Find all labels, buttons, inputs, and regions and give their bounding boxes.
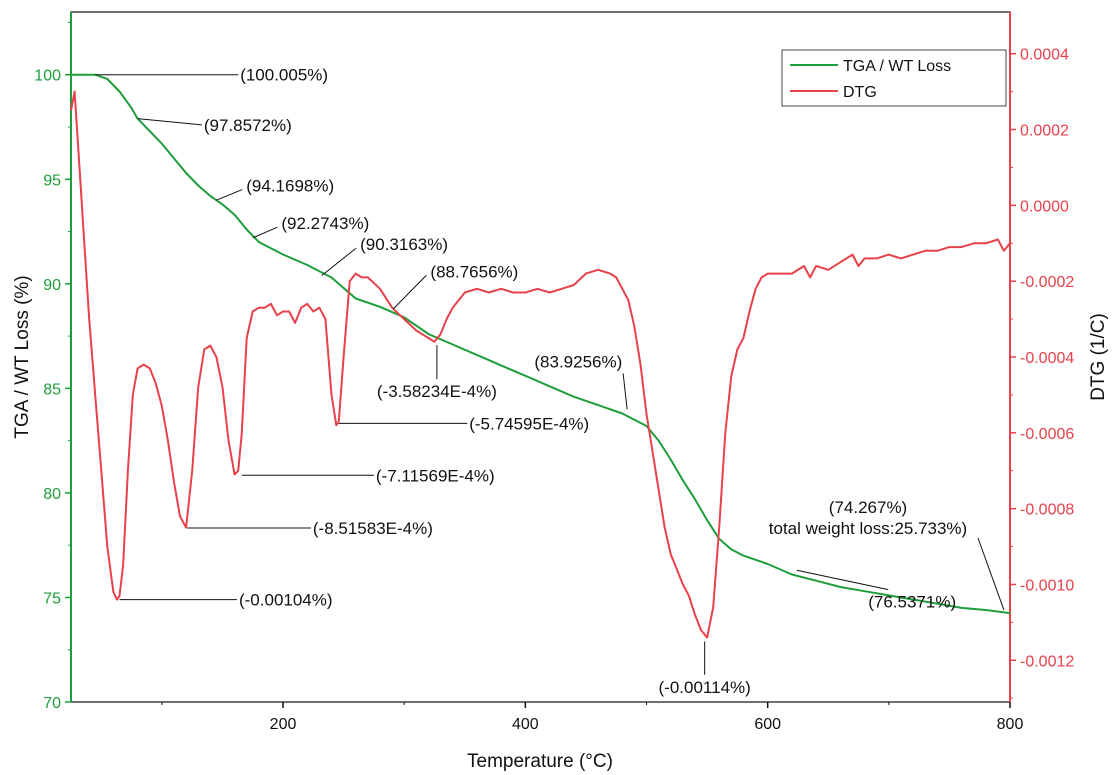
legend-box: [781, 49, 1007, 107]
annotation-label: (92.2743%): [281, 214, 369, 233]
left-tick-label: 75: [43, 590, 61, 607]
annotation-leader: [137, 118, 202, 126]
right-tick-label: -0.0008: [1020, 502, 1074, 519]
legend-label-dtg: DTG: [843, 84, 877, 101]
left-axis-title: TGA / WT Loss (%): [12, 275, 33, 438]
annotation-leader: [321, 247, 357, 276]
annotation-label: (-7.11569E-4%): [376, 466, 495, 485]
left-tick-label: 80: [43, 486, 61, 503]
right-tick-label: -0.0004: [1020, 350, 1074, 367]
x-axis-title: Temperature (°C): [467, 751, 613, 772]
annotation-leader: [252, 226, 278, 239]
right-tick-label: 0.0004: [1020, 47, 1069, 64]
right-axis-ticks: 0.0004 0.0002 0.0000 -0.0002 -0.0004 -0.0006 -…: [1010, 47, 1074, 699]
tga-series-line: [71, 73, 1011, 615]
left-tick-label: 95: [43, 172, 61, 189]
note-line-2: total weight loss:25.733%): [769, 519, 967, 538]
left-axis-ticks: 70 75 80 85 90 95 100: [34, 21, 71, 712]
note-line-1: (74.267%): [829, 498, 907, 517]
left-tick-label: 85: [43, 381, 61, 398]
left-tick-label: 100: [34, 68, 61, 85]
dtg-series-line: [70, 90, 1011, 639]
annotation-label: (-5.74595E-4%): [469, 414, 589, 433]
left-tick-label: 70: [43, 695, 61, 712]
x-tick-label: 400: [512, 716, 539, 733]
x-tick-label: 800: [997, 716, 1024, 733]
annotation-leader: [216, 189, 243, 201]
x-tick-label: 200: [270, 716, 297, 733]
right-tick-label: -0.0010: [1020, 577, 1074, 594]
x-tick-label: 600: [754, 716, 781, 733]
annotation-label: (76.5371%): [868, 593, 956, 612]
annotation-label: (97.8572%): [204, 116, 292, 135]
series-layer: [70, 73, 1011, 639]
annotation-label: (-8.51583E-4%): [313, 519, 433, 538]
right-tick-label: 0.0000: [1020, 198, 1069, 215]
annotation-label: (90.3163%): [360, 235, 448, 254]
annotation-label: (83.9256%): [534, 352, 622, 371]
annotation-leader: [796, 569, 889, 591]
annotation-leader: [622, 373, 628, 410]
x-axis-ticks: 200 400 600 800: [161, 702, 1024, 733]
annotation-label: (100.005%): [240, 66, 328, 85]
legend: TGA / WT Loss DTG: [781, 49, 1007, 107]
note-leader-line: [977, 537, 1005, 611]
annotation-label: (-0.00104%): [239, 591, 333, 610]
right-axis-title: DTG (1/C): [1088, 313, 1109, 401]
annotation-label: (-0.00114%): [659, 678, 751, 697]
annotation-label: (88.7656%): [430, 262, 518, 281]
right-tick-label: -0.0002: [1020, 274, 1074, 291]
legend-label-tga: TGA / WT Loss: [843, 58, 951, 75]
annotation-label: (-3.58234E-4%): [377, 382, 497, 401]
annotation-label: (94.1698%): [246, 177, 334, 196]
right-tick-label: -0.0012: [1020, 653, 1074, 670]
left-tick-label: 90: [43, 277, 61, 294]
right-tick-label: 0.0002: [1020, 123, 1069, 140]
annotation-leader: [392, 274, 427, 310]
annotations-layer: (100.005%) (97.8572%) (94.1698%) (92.2743%)…: [95, 66, 956, 697]
right-tick-label: -0.0006: [1020, 426, 1074, 443]
